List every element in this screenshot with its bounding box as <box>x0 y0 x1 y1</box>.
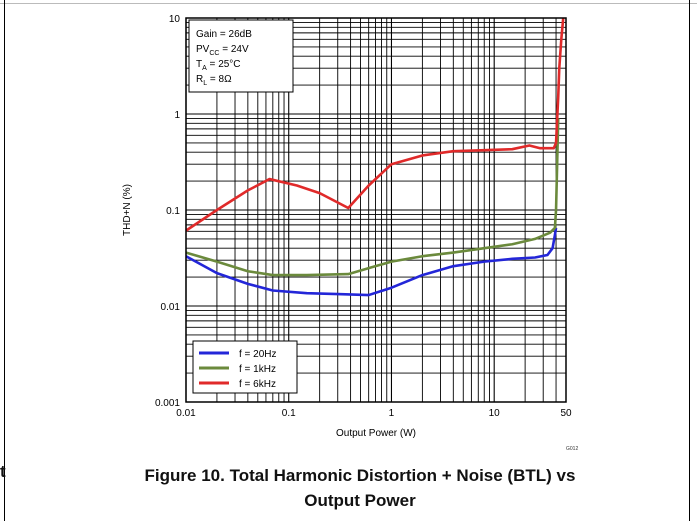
series-line-2 <box>185 17 565 232</box>
test-conditions-box: Gain = 26dB PVCC = 24V TA = 25°C RL = 8Ω <box>188 19 294 93</box>
figure-caption: Figure 10. Total Harmonic Distortion + N… <box>60 463 660 513</box>
y-tick-label: 0.01 <box>161 302 181 313</box>
x-tick-label: 10 <box>489 408 501 419</box>
y-axis-ticks: 0.001 0.01 0.1 1 10 <box>155 14 180 409</box>
document-code: G012 <box>566 446 579 452</box>
y-tick-label: 0.001 <box>155 398 180 409</box>
x-axis-ticks: 0.01 0.1 1 10 50 <box>176 408 572 419</box>
series-layer <box>185 17 565 297</box>
page-top-border <box>0 3 697 4</box>
x-tick-label: 0.01 <box>176 408 196 419</box>
page-right-border <box>689 0 690 521</box>
legend-label-1khz: f = 1kHz <box>239 364 276 375</box>
legend-label-20hz: f = 20Hz <box>239 349 277 360</box>
x-axis-label: Output Power (W) <box>336 428 416 439</box>
series-line-0 <box>185 227 558 297</box>
y-tick-label: 0.1 <box>166 206 180 217</box>
x-tick-label: 50 <box>560 408 572 419</box>
y-tick-label: 1 <box>174 110 180 121</box>
plot-border <box>185 17 567 403</box>
series-line-1 <box>185 118 560 277</box>
condition-load-resistance: RL = 8Ω <box>196 74 232 87</box>
figure-caption-line-2: Output Power <box>304 491 416 510</box>
y-axis-label: THD+N (%) <box>122 184 133 236</box>
legend: f = 20Hz f = 1kHz f = 6kHz <box>192 340 298 394</box>
y-tick-label: 10 <box>169 14 181 25</box>
condition-gain: Gain = 26dB <box>196 29 252 40</box>
condition-ambient-temp: TA = 25°C <box>196 59 241 72</box>
x-tick-label: 1 <box>389 408 395 419</box>
condition-supply-voltage: PVCC = 24V <box>196 44 249 57</box>
page-left-border <box>4 0 5 521</box>
figure-caption-line-1: Figure 10. Total Harmonic Distortion + N… <box>144 466 576 485</box>
legend-label-6khz: f = 6kHz <box>239 379 276 390</box>
clipped-text-fragment: t <box>0 462 6 481</box>
x-tick-label: 0.1 <box>282 408 296 419</box>
